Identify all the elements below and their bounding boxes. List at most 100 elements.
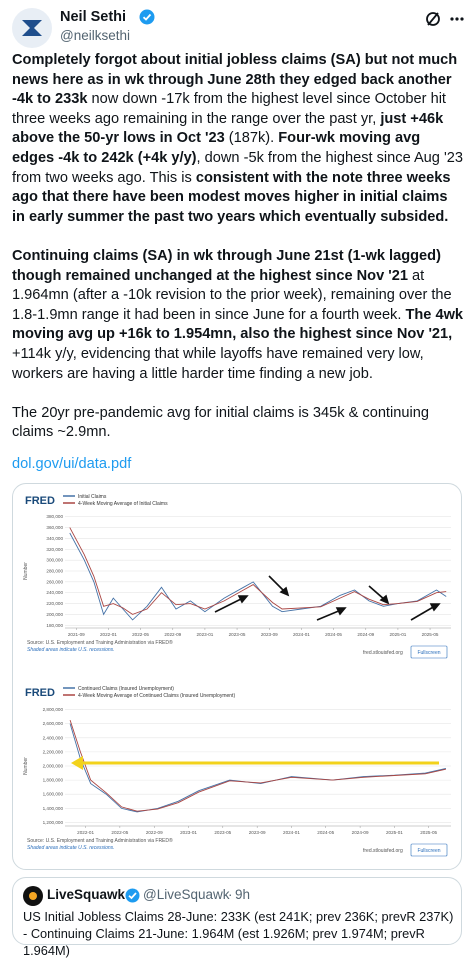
site-text: fred.stlouisfed.org (363, 848, 403, 854)
fullscreen-label: Fullscreen (417, 848, 440, 854)
y-tick-label: 340,000 (46, 536, 63, 541)
highlight-arrow (71, 756, 439, 770)
source-text: Source: U.S. Employment and Training Adm… (27, 639, 173, 646)
text-run: now down -17k from the highest level sin… (12, 91, 446, 127)
fullscreen-button (410, 645, 448, 659)
x-tick-label: 2024-01 (283, 830, 300, 835)
annotation-arrows (214, 575, 441, 621)
y-tick-label: 260,000 (46, 579, 63, 584)
quote-line: US Initial Jobless Claims 28-June: 233K … (23, 909, 454, 924)
x-tick-label: 2022-05 (111, 830, 128, 835)
tweet-text: Completely forgot about initial jobless … (12, 51, 464, 462)
x-tick-label: 2025-05 (422, 632, 439, 637)
fullscreen-label: Fullscreen (417, 650, 440, 656)
chart-background (19, 682, 457, 864)
x-tick-label: 2022-05 (132, 632, 149, 637)
fullscreen-button (410, 843, 448, 857)
y-tick-label: 2,000,000 (43, 764, 64, 769)
y-tick-label: 2,200,000 (43, 749, 64, 754)
x-tick-label: 2023-09 (249, 830, 266, 835)
y-tick-label: 380,000 (46, 514, 63, 519)
series-line (69, 532, 447, 621)
x-tick-label: 2022-01 (100, 632, 117, 637)
paragraph: Continuing claims (SA) in wk through Jun… (12, 247, 464, 384)
x-tick-label: 2025-01 (386, 830, 403, 835)
y-axis-label: Number (23, 562, 29, 580)
avatar[interactable] (12, 8, 52, 48)
text-run: at 1.964mn (after a -10k revision to the… (12, 267, 452, 323)
quote-name: LiveSquawk (47, 887, 126, 902)
site-text: fred.stlouisfed.org (363, 650, 403, 656)
y-tick-label: 360,000 (46, 525, 63, 530)
chart-image: FRED Continued Claims (Insured Unemployme… (19, 682, 457, 864)
separator: · (228, 887, 233, 902)
y-tick-label: 220,000 (46, 601, 63, 606)
media-container[interactable]: FRED Initial Claims 4-Week Moving Average … (12, 483, 462, 870)
legend-label: Continued Claims (Insured Unemployment) (78, 686, 174, 692)
x-tick-label: 2022-01 (77, 830, 94, 835)
paragraph: Completely forgot about initial jobless … (12, 51, 464, 227)
text-run: , down -5k from the highest since Aug '2… (12, 149, 463, 186)
x-tick-label: 2024-05 (317, 830, 334, 835)
x-tick-label: 2023-05 (214, 830, 231, 835)
text-run: Continuing claims (SA) in wk through Jun… (12, 247, 441, 284)
x-tick-label: 2024-05 (325, 632, 342, 637)
link[interactable]: dol.gov/ui/data.pdf (12, 456, 132, 472)
tweet-actions[interactable] (424, 10, 466, 28)
text-run: consistent with the note three weeks ago… (12, 169, 451, 225)
fred-logo: FRED (25, 687, 55, 699)
note-text: Shaded areas indicate U.S. recessions. (27, 647, 115, 653)
series-line (69, 527, 447, 615)
y-tick-label: 2,800,000 (43, 707, 64, 712)
quote-time: 9h (235, 887, 251, 902)
y-tick-label: 200,000 (46, 612, 63, 617)
x-tick-label: 2024-09 (357, 632, 374, 637)
text-run: Completely forgot about initial jobless … (12, 52, 458, 108)
fred-logo: FRED (25, 495, 55, 507)
quote-avatar (23, 886, 43, 906)
source-text: Source: U.S. Employment and Training Adm… (27, 837, 173, 844)
author-handle[interactable]: @neilksethi (60, 28, 130, 43)
y-tick-label: 1,800,000 (43, 778, 64, 783)
x-tick-label: 2023-09 (261, 632, 278, 637)
series-line (69, 723, 446, 813)
text-run: The 20yr pre-pandemic avg for initial cl… (12, 404, 429, 441)
y-tick-label: 2,600,000 (43, 721, 64, 726)
legend-label: 4-Week Moving Average of Initial Claims (78, 501, 168, 507)
x-tick-label: 2023-05 (229, 632, 246, 637)
legend-label: 4-Week Moving Average of Continued Claim… (78, 693, 235, 699)
x-tick-label: 2021-09 (68, 632, 85, 637)
quote-handle: @LiveSquawk (143, 887, 230, 902)
author-name[interactable]: Neil Sethi (60, 9, 127, 25)
text-run: (187k). (224, 130, 279, 147)
y-tick-label: 180,000 (46, 623, 63, 628)
text-run: just +46k above the 50-yr lows in Oct '2… (12, 110, 444, 147)
paragraph: The 20yr pre-pandemic avg for initial cl… (12, 404, 464, 443)
y-tick-label: 1,600,000 (43, 792, 64, 797)
verified-badge (139, 9, 155, 25)
x-tick-label: 2025-05 (420, 830, 437, 835)
quote-line: - Continuing Claims 21-June: 1.964M (est… (23, 926, 425, 958)
y-tick-label: 240,000 (46, 590, 63, 595)
x-tick-label: 2022-09 (146, 830, 163, 835)
text-run: The 4wk moving avg up +16k to 1.954mn, a… (12, 306, 464, 343)
x-tick-label: 2023-01 (180, 830, 197, 835)
x-tick-label: 2024-09 (352, 830, 369, 835)
x-tick-label: 2022-09 (164, 632, 181, 637)
quoted-tweet[interactable]: LiveSquawk @LiveSquawk · 9h US Initial J… (12, 877, 462, 958)
text-run: Four-wk moving avg edges -4k to 242k (+4… (12, 130, 421, 166)
y-tick-label: 320,000 (46, 547, 63, 552)
x-tick-label: 2024-01 (293, 632, 310, 637)
note-text: Shaded areas indicate U.S. recessions. (27, 845, 115, 851)
y-tick-label: 1,400,000 (43, 806, 64, 811)
y-tick-label: 1,200,000 (43, 820, 64, 825)
x-tick-label: 2023-01 (196, 632, 213, 637)
y-tick-label: 2,400,000 (43, 735, 64, 740)
verified-badge (125, 888, 140, 903)
y-tick-label: 280,000 (46, 569, 63, 574)
text-run: +114k y/y, evidencing that while layoffs… (12, 345, 424, 382)
quote-text: US Initial Jobless Claims 28-June: 233K … (23, 908, 463, 959)
legend-label: Initial Claims (78, 494, 107, 500)
